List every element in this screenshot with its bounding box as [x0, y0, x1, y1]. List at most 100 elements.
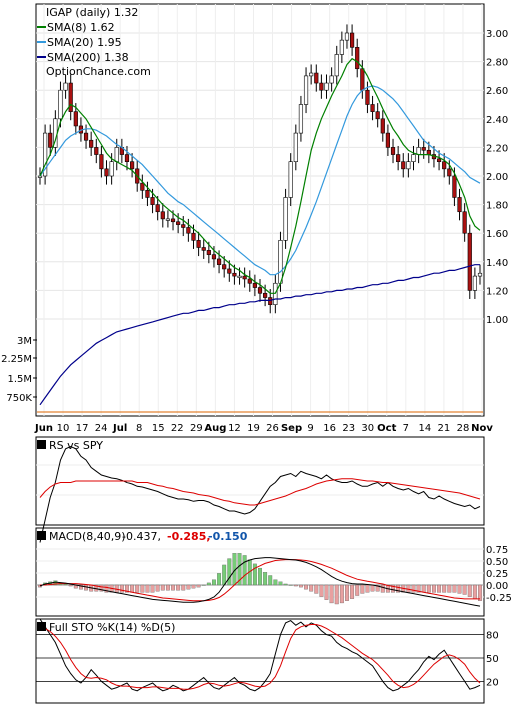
candle-body	[401, 161, 406, 170]
date-tick-label: 24	[95, 423, 108, 434]
date-tick-label: 9	[307, 423, 313, 434]
price-tick-label: 1.20	[486, 286, 508, 297]
date-tick-label: 21	[438, 423, 451, 434]
stochastic-d-line	[39, 624, 481, 690]
candlesticks	[37, 24, 483, 314]
macd-histogram-bar	[355, 584, 360, 596]
stochastic-grid	[36, 634, 484, 682]
stochastic-tick-label: 80	[486, 631, 499, 642]
date-tick-label: 28	[457, 423, 470, 434]
macd-histogram-bar	[135, 584, 140, 593]
candle-body	[83, 132, 89, 141]
stochastic-panel: 80 50 20 Full STO %K(14) %D(5)	[35, 618, 499, 704]
candle-body	[216, 258, 222, 265]
rs-legend-swatch	[37, 440, 46, 449]
date-tick-label: 8	[136, 423, 142, 434]
macd-histogram-bar	[426, 584, 431, 593]
macd-histogram-bar	[145, 584, 150, 593]
candle-body	[457, 197, 462, 213]
macd-histogram-bar	[176, 584, 181, 591]
macd-histogram-bar	[432, 584, 436, 593]
sma8-line	[39, 57, 481, 294]
macd-signal-value: -0.285,	[167, 530, 211, 543]
macd-histogram-bar	[345, 584, 349, 601]
stochastic-legend-swatch	[37, 622, 46, 631]
price-title: IGAP (daily) 1.32	[46, 6, 138, 19]
macd-panel-frame	[35, 527, 485, 617]
macd-tick-label: 0.75	[486, 545, 508, 556]
date-tick-label: Jun	[34, 423, 53, 434]
candle-body	[355, 46, 360, 70]
candle-body	[447, 168, 452, 177]
macd-histogram-bar	[421, 584, 426, 593]
candle-body	[421, 147, 426, 151]
macd-histogram-bar	[222, 564, 227, 586]
candle-body	[232, 272, 237, 277]
macd-histogram-bar	[99, 584, 104, 592]
price-panel: 3.00 2.80 2.60 2.40 2.20 2.00 1.80 1.60 1.40 1.20…	[1, 3, 508, 434]
macd-histogram-bar	[263, 572, 268, 586]
macd-histogram-bar	[186, 584, 191, 590]
macd-histogram-bar	[467, 584, 472, 597]
candle-body	[406, 161, 411, 170]
candle-body	[160, 211, 165, 220]
candle-body	[58, 89, 63, 120]
candle-body	[37, 175, 43, 178]
candle-body	[380, 118, 385, 134]
price-legend: IGAP (daily) 1.32 SMA(8) 1.62 SMA(20) 1.…	[37, 6, 151, 78]
macd-histogram-bar	[196, 584, 201, 588]
candle-body	[278, 240, 283, 284]
candle-body	[252, 282, 257, 288]
macd-histogram-bar	[201, 584, 206, 586]
candle-body	[273, 282, 278, 306]
candle-body	[375, 111, 380, 120]
candle-body	[385, 132, 390, 148]
macd-histogram-bar	[150, 584, 155, 593]
macd-line	[39, 557, 481, 607]
macd-value: -0.437,	[122, 530, 161, 543]
macd-histogram-bar	[309, 584, 314, 592]
candle-body	[329, 75, 334, 84]
candle-body	[324, 82, 329, 91]
candle-body	[298, 104, 304, 134]
macd-histogram-bar	[273, 579, 278, 586]
candle-body	[99, 154, 104, 170]
date-tick-label: 7	[403, 423, 409, 434]
stochastic-tick-label: 20	[486, 677, 499, 688]
rs-ma-line	[39, 478, 481, 506]
date-tick-label: 22	[171, 423, 184, 434]
candle-body	[452, 175, 457, 198]
macd-histogram-bar	[457, 584, 462, 594]
stochastic-tick-label: 50	[486, 654, 499, 665]
candle-body	[150, 197, 155, 205]
date-tick-label: Oct	[377, 423, 396, 434]
candle-body	[350, 32, 355, 48]
candle-body	[416, 147, 421, 155]
macd-histogram-bar	[350, 584, 355, 599]
candle-body	[283, 197, 288, 241]
date-tick-label: 23	[342, 423, 355, 434]
price-tick-label: 2.40	[486, 115, 508, 126]
macd-histogram-bar	[268, 575, 273, 586]
price-tick-label: 2.80	[486, 58, 508, 69]
macd-signal-line	[40, 559, 480, 602]
candle-body	[201, 247, 206, 251]
candle-body	[472, 275, 477, 291]
candle-body	[109, 161, 114, 177]
candle-body	[257, 287, 263, 294]
candle-body	[263, 292, 268, 298]
candle-body	[170, 218, 176, 223]
candle-body	[155, 204, 160, 213]
volume-tick-label: 3M	[17, 336, 32, 347]
candle-body	[314, 72, 319, 84]
macd-histogram-bar	[365, 584, 370, 593]
price-y-axis: 3.00 2.80 2.60 2.40 2.20 2.00 1.80 1.60 1.40 1.20…	[486, 29, 508, 326]
volume-tick-label: 750K	[6, 393, 32, 404]
candle-body	[309, 72, 314, 77]
macd-histogram-bar	[104, 584, 109, 593]
macd-histogram-bar	[125, 584, 129, 593]
macd-histogram-bar	[68, 584, 73, 587]
volume-y-axis: 3M 2.25M 1.5M 750K	[1, 336, 483, 413]
price-tick-label: 1.40	[486, 258, 508, 269]
